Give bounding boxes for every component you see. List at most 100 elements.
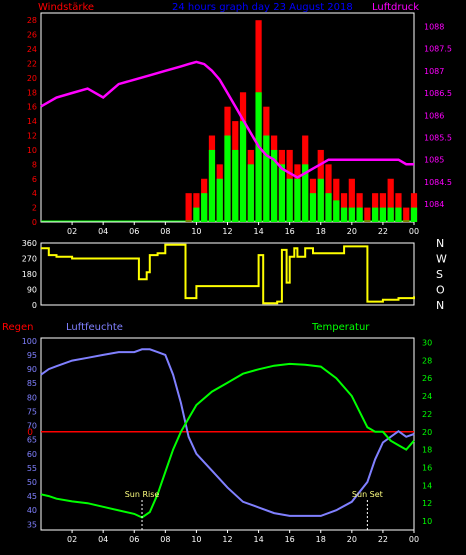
wind-avg-bar [201,193,208,222]
x-tick-label: 12 [222,227,232,236]
pressure-y-tick-label: 1084.5 [424,178,452,187]
wind-gust-bar [348,178,355,222]
wind-axis-title: Windstärke [38,2,94,13]
direction-y-tick-label: 180 [22,270,37,279]
wind-avg-bar [410,207,418,222]
sun-annotation: Sun Set [352,490,383,499]
temperature-y-tick-label: 22 [422,410,432,419]
wind-gust-bar [403,207,410,222]
wind-y-tick-label: 16 [27,103,37,112]
wind-y-tick-label: 4 [32,189,37,198]
pressure-y-tick-label: 1087.5 [424,45,452,54]
wind-avg-bar [239,121,247,222]
wind-avg-bar [208,149,216,222]
temperature-y-tick-label: 16 [422,463,432,472]
humidity-y-tick-label: 95 [27,351,37,360]
temperature-y-tick-label: 10 [422,517,432,526]
humidity-y-tick-label: 85 [27,379,37,388]
temperature-y-tick-label: 26 [422,374,432,383]
x-tick-label: 04 [98,227,108,236]
wind-gust-bar [387,178,394,222]
x-tick-label: 12 [222,535,232,544]
wind-y-tick-label: 22 [27,59,37,68]
compass-label: W [436,253,447,266]
wind-avg-bar [286,178,293,222]
wind-y-tick-label: 2 [32,204,37,213]
humidity-y-tick-label: 90 [27,365,37,374]
wind-avg-bar [356,207,363,222]
chart-marks: 024681012141618202224262810841084.510851… [22,12,452,544]
humidity-y-tick-label: 35 [27,520,37,529]
humidity-y-tick-label: 60 [27,450,37,459]
x-tick-label: 02 [67,535,77,544]
direction-y-tick-label: 360 [22,239,37,248]
wind-y-tick-label: 6 [32,175,37,184]
wind-avg-bar [224,135,231,222]
wind-gust-bar [185,193,192,222]
wind-avg-bar [255,92,262,222]
humidity-line [40,348,415,517]
wind-avg-bar [216,178,223,222]
pressure-line [40,60,414,179]
direction-y-tick-label: 0 [32,301,37,310]
wind-y-tick-label: 20 [27,74,37,83]
wind-avg-bar [317,178,324,222]
wind-y-tick-label: 28 [27,16,37,25]
humidity-y-tick-label: 50 [27,478,37,487]
pressure-y-tick-label: 1087 [424,67,444,76]
humidity-y-tick-label: 65 [27,436,37,445]
x-tick-label: 10 [191,535,201,544]
x-tick-label: 08 [160,227,170,236]
wind-y-tick-label: 26 [27,31,37,40]
wind-direction-line [41,243,415,305]
temperature-y-tick-label: 14 [422,481,432,490]
x-tick-label: 20 [347,535,357,544]
temperature-y-tick-label: 28 [422,356,432,365]
x-tick-label: 14 [253,227,263,236]
humidity-y-tick-label: 55 [27,464,37,473]
wind-y-tick-label: 24 [27,45,37,54]
wind-avg-bar [395,207,402,222]
x-tick-label: 14 [253,535,263,544]
temperature-y-tick-label: 18 [422,446,432,455]
compass-label: N [436,299,444,312]
pressure-y-tick-label: 1085 [424,156,444,165]
wind-avg-bar [340,207,348,222]
wind-avg-bar [193,207,200,222]
humidity-y-tick-label: 80 [27,393,37,402]
humidity-y-tick-label: 100 [22,337,37,346]
x-tick-label: 06 [129,535,139,544]
compass-label: O [436,284,445,297]
wind-avg-bar [302,164,309,222]
wind-y-tick-label: 14 [27,117,37,126]
rain-y-tick-label: 0 [27,428,33,438]
x-tick-label: 18 [316,227,326,236]
humidity-y-tick-label: 40 [27,506,37,515]
weather-frame [40,337,415,531]
wind-avg-bar [379,207,387,222]
pressure-y-tick-label: 1084 [424,200,444,209]
wind-avg-bar [271,149,278,222]
wind-avg-bar [278,164,286,222]
pressure-axis-title: Luftdruck [372,2,419,13]
compass-label: S [436,268,443,281]
x-tick-label: 22 [378,227,388,236]
temperature-legend-label: Temperatur [311,322,370,333]
pressure-y-tick-label: 1086.5 [424,89,452,98]
humidity-y-tick-label: 70 [27,422,37,431]
wind-direction-frame [40,242,415,306]
chart-title: 24 hours graph day 23 August 2018 [172,2,353,13]
x-tick-label: 04 [98,535,108,544]
wind-avg-bar [348,207,355,222]
wind-y-tick-label: 10 [27,146,37,155]
temperature-y-tick-label: 20 [422,428,432,437]
compass-label: N [436,237,444,250]
temperature-line [40,362,415,519]
wind-y-tick-label: 12 [27,132,37,141]
humidity-y-tick-label: 45 [27,492,37,501]
direction-y-tick-label: 90 [27,286,37,295]
wind-avg-bar [294,178,301,222]
wind-avg-bar [372,207,379,222]
sun-annotation: Sun Rise [125,490,160,499]
